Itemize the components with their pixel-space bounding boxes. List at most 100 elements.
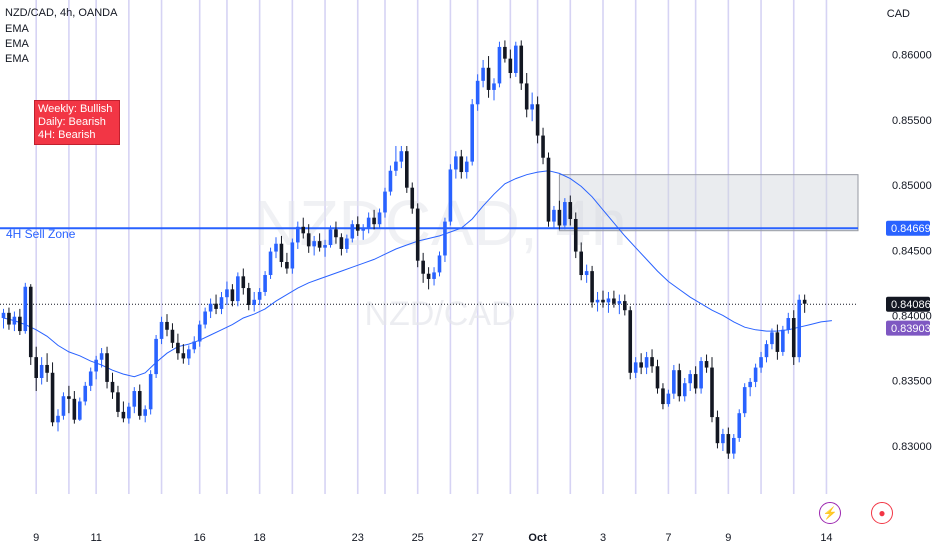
candle-body xyxy=(45,364,49,373)
candle xyxy=(99,348,104,368)
flash-icon[interactable]: ⚡ xyxy=(819,502,841,524)
candle xyxy=(225,281,229,306)
candle xyxy=(317,233,322,252)
candle-body xyxy=(595,299,600,303)
candle xyxy=(170,323,175,349)
candle xyxy=(726,427,731,459)
price-label-text: 0.84086 xyxy=(891,299,931,311)
candle xyxy=(791,310,796,365)
candle xyxy=(710,357,714,423)
candle xyxy=(781,325,785,356)
candle xyxy=(78,397,82,422)
candle xyxy=(612,290,616,308)
candle-body xyxy=(786,318,791,330)
indicator-ema-3[interactable]: EMA xyxy=(5,53,29,65)
candle xyxy=(312,235,316,256)
candle-body xyxy=(372,217,376,225)
candle-body xyxy=(715,417,720,444)
candle-body xyxy=(666,393,671,405)
candle xyxy=(83,381,88,406)
x-tick-label: Oct xyxy=(528,532,547,544)
candle xyxy=(573,212,578,259)
candle-body xyxy=(263,275,267,292)
candle-body xyxy=(176,342,180,354)
candle xyxy=(481,59,485,88)
candle-body xyxy=(802,299,807,304)
candle xyxy=(127,402,131,424)
candle-body xyxy=(742,387,747,414)
price-label: 0.83903 xyxy=(886,320,931,336)
currency-label[interactable]: CAD xyxy=(886,8,910,20)
candle xyxy=(45,353,49,382)
candle-body xyxy=(137,391,142,416)
candle xyxy=(345,234,349,253)
candle-body xyxy=(775,332,780,352)
candle-body xyxy=(573,218,578,252)
candle-body xyxy=(682,383,687,397)
candle-body xyxy=(72,398,77,420)
candle xyxy=(301,217,306,239)
candle-body xyxy=(579,251,583,276)
candle-body xyxy=(350,224,355,239)
candle-body xyxy=(437,255,442,273)
candle-body xyxy=(503,46,507,59)
candle xyxy=(165,314,169,337)
indicator-ema-1[interactable]: EMA xyxy=(5,23,29,35)
candle-body xyxy=(508,58,513,73)
candle-body xyxy=(388,170,393,192)
candle-body xyxy=(230,289,235,302)
price-label: 0.84086 xyxy=(886,296,931,312)
candle xyxy=(23,282,28,334)
candle xyxy=(192,336,197,354)
price-label-bg xyxy=(886,220,930,236)
x-tick-label: 27 xyxy=(472,532,484,544)
bias-weekly: Weekly: Bullish xyxy=(38,103,113,115)
candle xyxy=(748,377,752,397)
candle xyxy=(492,78,496,101)
candle-body xyxy=(296,226,300,243)
candle-body xyxy=(475,80,480,105)
tradingview-logo-icon[interactable]: ● xyxy=(871,502,893,524)
candle xyxy=(274,237,278,259)
candle-body xyxy=(323,245,327,248)
candle xyxy=(219,291,224,315)
candle-body xyxy=(208,303,213,312)
candle-body xyxy=(154,338,158,375)
candle-body xyxy=(187,349,191,359)
candle-body xyxy=(1,312,6,319)
candle-body xyxy=(650,357,654,367)
candle xyxy=(72,391,77,424)
candle xyxy=(421,252,425,283)
candle xyxy=(628,306,633,380)
candle xyxy=(143,405,147,423)
candle-body xyxy=(606,298,611,303)
indicator-ema-2[interactable]: EMA xyxy=(5,38,29,50)
candle-body xyxy=(737,413,742,438)
candle-body xyxy=(688,374,692,384)
candle xyxy=(508,49,513,79)
candle xyxy=(290,238,295,274)
candle-body xyxy=(464,161,469,173)
candle-body xyxy=(394,161,398,171)
candle xyxy=(775,324,780,360)
candle xyxy=(797,294,801,363)
candle-body xyxy=(339,237,344,249)
candle-body xyxy=(181,353,186,359)
x-tick-label: 9 xyxy=(725,532,731,544)
candle xyxy=(666,389,671,407)
candle xyxy=(154,334,158,378)
candle-body xyxy=(764,344,769,358)
price-label-text: 0.84669 xyxy=(891,223,931,235)
candle-body xyxy=(693,374,698,389)
candle-body xyxy=(421,260,425,274)
candle xyxy=(208,298,213,319)
candle xyxy=(721,428,725,451)
symbol-title[interactable]: NZD/CAD, 4h, OANDA xyxy=(5,7,118,19)
price-label-text: 0.83903 xyxy=(891,323,931,335)
candle-body xyxy=(753,367,758,382)
candle-body xyxy=(18,316,22,332)
bias-4h: 4H: Bearish xyxy=(38,129,96,141)
candle-body xyxy=(399,151,404,162)
candle-body xyxy=(67,396,71,399)
